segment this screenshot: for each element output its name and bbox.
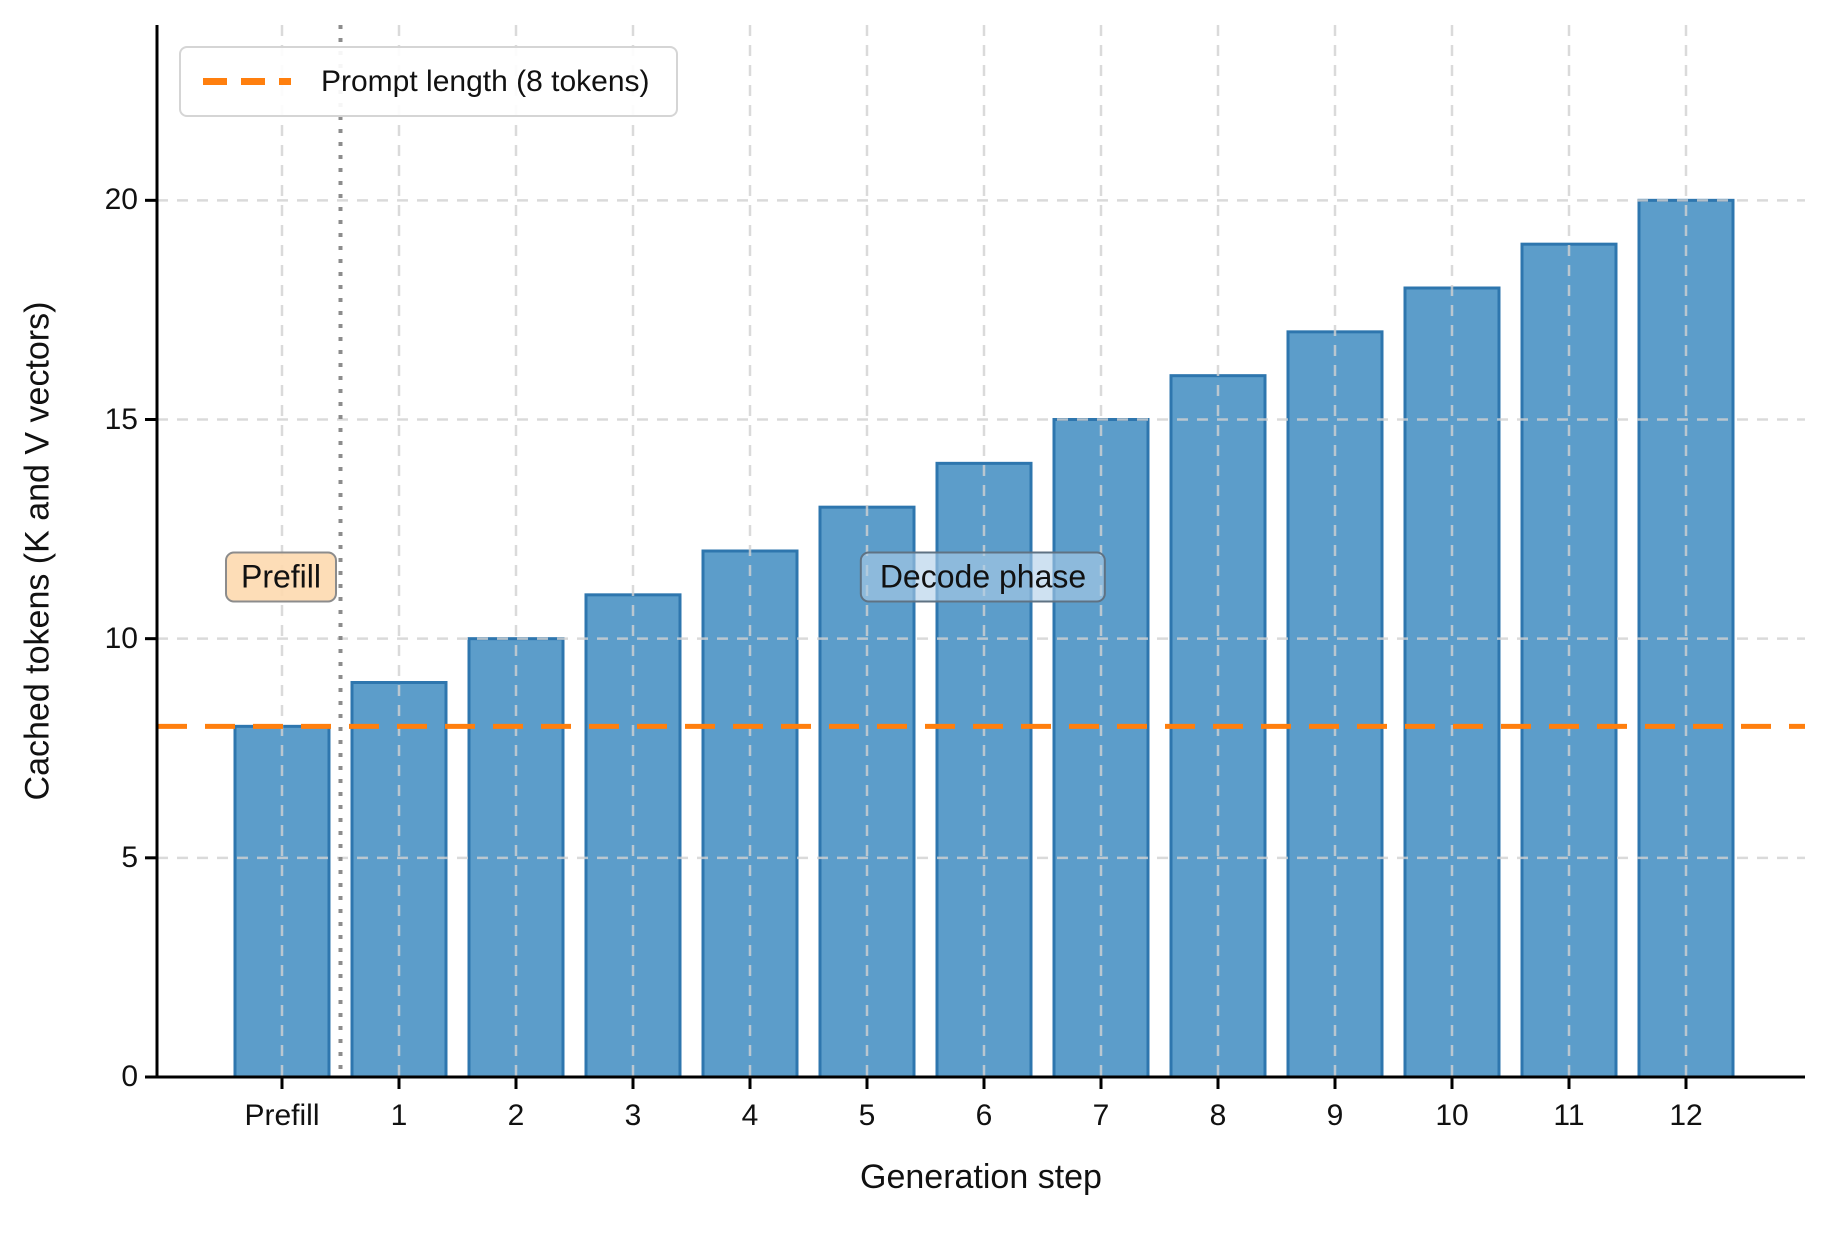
x-tick-label-10: 10 (1435, 1099, 1469, 1132)
x-tick-label-11: 11 (1553, 1099, 1585, 1132)
decode-phase-annotation: Decode phase (859, 551, 1107, 603)
y-tick-label-5: 5 (121, 840, 138, 874)
x-tick-label-5: 5 (858, 1099, 876, 1132)
bar-Prefill (233, 724, 331, 1079)
x-tick-label-9: 9 (1326, 1099, 1344, 1132)
y-tick-label-15: 15 (104, 402, 138, 436)
x-tick-label-6: 6 (975, 1099, 993, 1132)
legend-dashed-line-sample (203, 78, 291, 85)
x-tick-label-7: 7 (1092, 1099, 1110, 1132)
x-tick-label-2: 2 (507, 1099, 525, 1132)
legend-label: Prompt length (8 tokens) (321, 64, 650, 98)
bar-11 (1520, 242, 1618, 1079)
y-axis-label: Cached tokens (K and V vectors) (18, 301, 57, 801)
bar-1 (350, 681, 448, 1079)
x-axis-label: Generation step (860, 1158, 1102, 1196)
prefill-annotation: Prefill (224, 551, 338, 603)
y-tick-label-10: 10 (104, 621, 138, 655)
y-tick-label-20: 20 (104, 183, 138, 217)
x-tick-label-Prefill: Prefill (244, 1099, 320, 1132)
x-tick-label-4: 4 (741, 1099, 759, 1132)
x-tick-label-12: 12 (1669, 1099, 1703, 1132)
x-tick-label-1: 1 (390, 1099, 408, 1132)
legend: Prompt length (8 tokens) (179, 46, 678, 117)
x-tick-label-8: 8 (1209, 1099, 1227, 1132)
x-tick-label-3: 3 (624, 1099, 642, 1132)
y-tick-label-0: 0 (121, 1060, 138, 1093)
